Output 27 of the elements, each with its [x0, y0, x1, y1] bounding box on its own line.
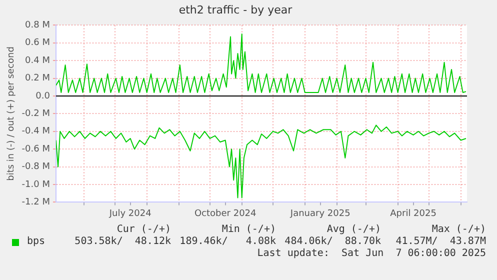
y-tick-label: 0.6 M	[25, 38, 50, 48]
legend-label: bps	[27, 236, 46, 248]
text: Cur (-/+)	[116, 224, 171, 236]
y-tick-label: 0.2 M	[25, 74, 50, 84]
x-tick-label: January 2025	[289, 208, 350, 219]
y-tick-label: 0.0	[36, 91, 50, 102]
y-tick-label: 0.8 M	[25, 20, 50, 31]
y-tick-label: -0.4 M	[22, 126, 50, 137]
y-tick-label: -1.0 M	[22, 180, 50, 190]
y-tick-label: -1.2 M	[22, 198, 50, 208]
chart-title: eth2 traffic - by year	[178, 3, 293, 16]
y-tick-label: -0.6 M	[22, 144, 50, 154]
text: 189.46k/ 4.08k	[178, 236, 276, 248]
y-tick-label: -0.8 M	[22, 162, 50, 172]
x-tick-label: July 2024	[108, 208, 152, 219]
text: Max (-/+)	[430, 224, 486, 236]
y-tick-label: 0.4 M	[25, 56, 50, 66]
y-tick-label: -0.2 M	[22, 109, 50, 120]
text: Last update: Sat Jun 7 06:00:00 2025	[256, 248, 486, 260]
text: 41.57M/ 43.87M	[394, 236, 486, 248]
text: Avg (-/+)	[326, 224, 381, 236]
x-tick-label: October 2024	[194, 208, 257, 219]
y-axis-title: bits in (-) / out (+) per second	[6, 46, 17, 181]
text: 484.06k/ 88.70k	[284, 236, 381, 248]
text: Min (-/+)	[220, 224, 276, 236]
text: 503.58k/ 48.12k	[74, 236, 171, 248]
x-tick-label: April 2025	[390, 208, 436, 219]
